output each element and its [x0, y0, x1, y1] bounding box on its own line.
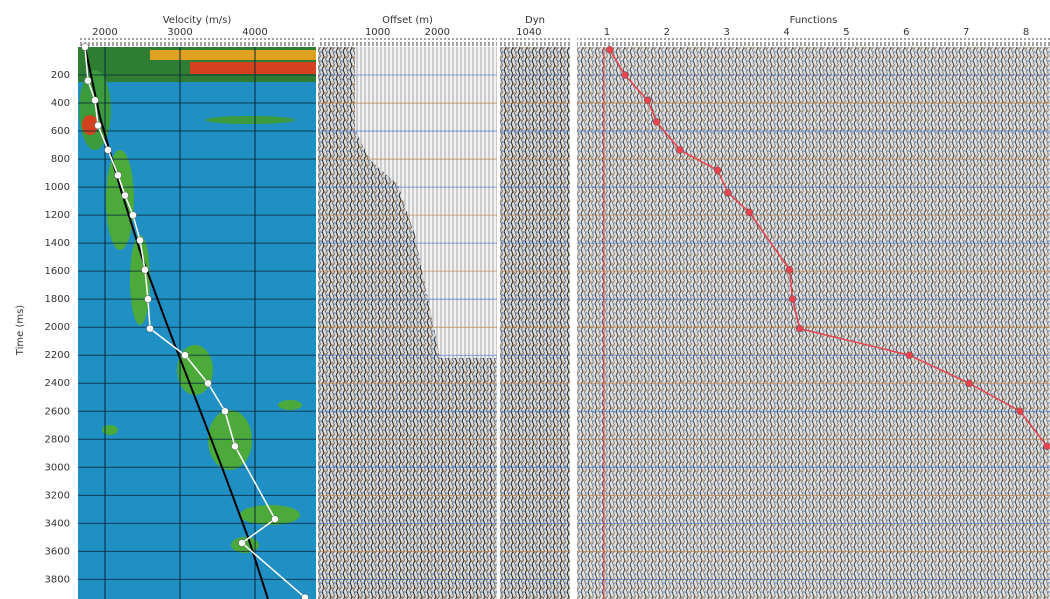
pick-point — [204, 379, 212, 387]
pick-point — [114, 171, 122, 179]
pick-point — [94, 121, 102, 130]
y-tick-label: 1000 — [45, 182, 70, 193]
pick-point — [181, 351, 189, 359]
y-tick-label: 400 — [51, 98, 70, 109]
x-tick-label: 4000 — [242, 27, 267, 38]
pick-point — [121, 191, 129, 200]
pick-point — [643, 96, 652, 104]
pick-point — [221, 407, 229, 416]
panel-title: Velocity (m/s) — [163, 15, 232, 26]
pick-point — [141, 266, 149, 274]
pick-point — [84, 76, 92, 85]
y-tick-label: 800 — [51, 154, 70, 165]
x-tick-label: 2 — [664, 27, 670, 38]
pick-point — [129, 211, 137, 219]
y-tick-label: 2000 — [45, 322, 70, 333]
pick-point — [795, 324, 804, 333]
function-panel — [577, 47, 1050, 599]
y-tick-label: 3200 — [45, 490, 70, 501]
y-tick-label: 1400 — [45, 238, 70, 249]
pick-point — [785, 266, 794, 274]
y-tick-label: 3600 — [45, 546, 70, 557]
pick-point — [905, 351, 914, 359]
series-line — [83, 46, 269, 599]
x-tick-label: 4 — [783, 27, 789, 38]
pick-point — [788, 295, 797, 303]
pick-point — [621, 71, 629, 79]
pick-point — [606, 46, 614, 54]
pick-point — [91, 96, 99, 104]
panel-title: Offset (m) — [382, 15, 433, 26]
pick-point — [144, 295, 152, 303]
pick-point — [104, 146, 112, 154]
pick-point — [1016, 407, 1024, 416]
pick-point — [301, 593, 309, 599]
y-axis-label: Time (ms) — [15, 305, 26, 357]
pick-point — [231, 442, 239, 451]
ruler — [318, 38, 497, 46]
y-tick-label: 3000 — [45, 462, 70, 473]
x-tick-label: 3000 — [167, 27, 192, 38]
pick-point — [652, 118, 661, 126]
x-tick-label: 8 — [1023, 27, 1029, 38]
y-tick-label: 1200 — [45, 210, 70, 221]
pick-point — [745, 208, 754, 217]
x-tick-label: 5 — [843, 27, 849, 38]
y-tick-label: 200 — [51, 70, 70, 81]
pick-point — [965, 379, 973, 387]
ruler — [577, 38, 1050, 46]
y-tick-label: 2200 — [45, 350, 70, 361]
y-tick-label: 2800 — [45, 434, 70, 445]
ruler — [500, 38, 570, 46]
semblance-panel — [78, 47, 316, 599]
y-tick-label: 600 — [51, 126, 70, 137]
y-tick-label: 1600 — [45, 266, 70, 277]
pick-point — [713, 166, 722, 175]
x-tick-label: 3 — [723, 27, 729, 38]
pick-point — [271, 515, 279, 523]
pick-point — [1043, 442, 1050, 451]
pick-point — [676, 146, 684, 154]
pick-point — [136, 236, 144, 245]
y-tick-label: 2400 — [45, 378, 70, 389]
panel-title: Dyn — [525, 15, 545, 26]
x-tick-label: 1 — [604, 27, 610, 38]
y-tick-label: 2600 — [45, 406, 70, 417]
y-tick-label: 3800 — [45, 574, 70, 585]
y-tick-label: 1800 — [45, 294, 70, 305]
x-tick-label: 2000 — [425, 27, 450, 38]
ruler — [78, 38, 316, 46]
x-tick-label: 1040 — [516, 27, 541, 38]
y-tick-label: 3400 — [45, 518, 70, 529]
pick-point — [146, 324, 154, 333]
panel-title: Functions — [790, 15, 838, 26]
mute-zone — [355, 47, 497, 358]
x-tick-label: 1000 — [365, 27, 390, 38]
dyn-panel — [500, 47, 570, 599]
x-tick-label: 2000 — [92, 27, 117, 38]
pick-point — [238, 539, 246, 547]
pick-point — [724, 188, 732, 197]
pick-point — [81, 43, 89, 51]
x-tick-label: 7 — [963, 27, 969, 38]
x-tick-label: 6 — [903, 27, 909, 38]
